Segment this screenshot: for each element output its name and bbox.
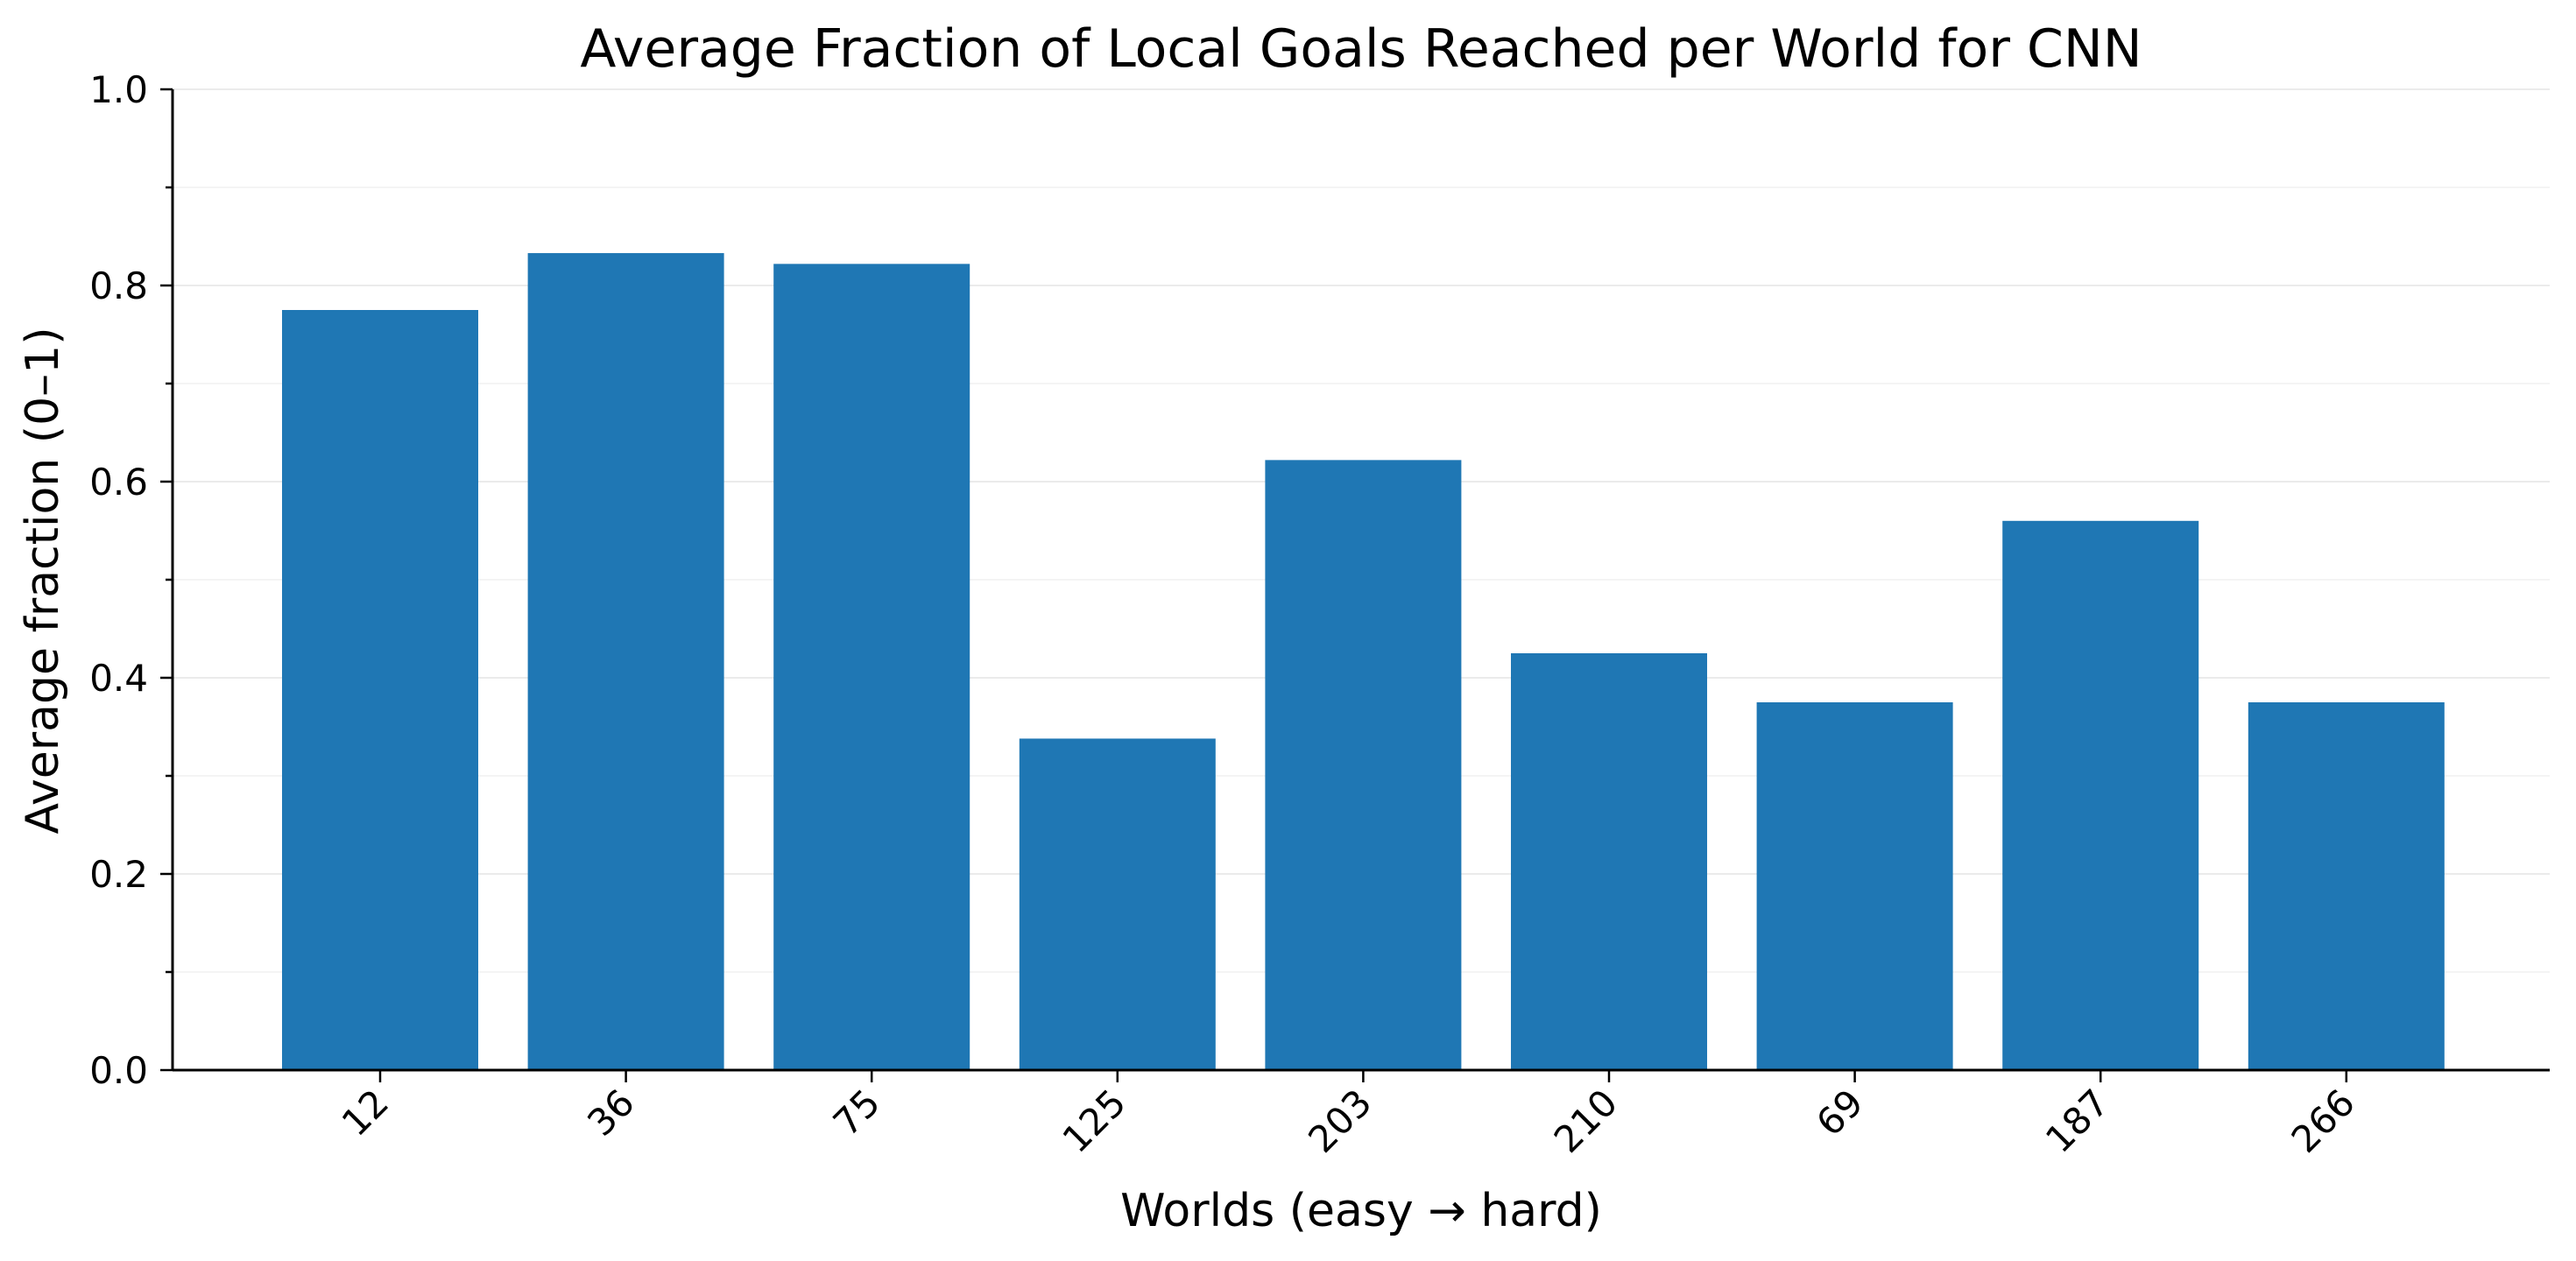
bar-75 <box>773 264 970 1070</box>
y-tick-label: 0.4 <box>89 657 148 700</box>
bar-12 <box>282 310 478 1070</box>
y-axis-ticks: 0.0 0.2 0.4 0.6 0.8 1.0 <box>89 68 173 1092</box>
bar-187 <box>2002 520 2199 1070</box>
x-tick-label: 187 <box>2037 1081 2117 1160</box>
y-tick-label: 0.6 <box>89 461 148 504</box>
bar-203 <box>1265 460 1462 1070</box>
x-tick-label: 69 <box>1808 1081 1871 1144</box>
bar-210 <box>1511 653 1707 1070</box>
x-tick-label: 210 <box>1546 1081 1626 1160</box>
y-tick-label: 0.8 <box>89 264 148 307</box>
y-tick-label: 0.0 <box>89 1049 148 1092</box>
x-tick-label: 36 <box>579 1081 642 1144</box>
x-tick-label: 75 <box>825 1081 888 1144</box>
y-tick-label: 0.2 <box>89 853 148 896</box>
bars <box>282 253 2445 1070</box>
y-axis-label: Average fraction (0–1) <box>17 327 69 834</box>
x-axis-ticks: 12 36 75 125 203 210 69 187 266 <box>334 1070 2363 1161</box>
x-tick-label: 12 <box>334 1081 397 1144</box>
bar-125 <box>1019 738 1216 1070</box>
bar-36 <box>527 253 724 1070</box>
x-tick-label: 266 <box>2283 1081 2363 1160</box>
x-axis-label: Worlds (easy → hard) <box>1120 1185 1602 1237</box>
x-tick-label: 203 <box>1300 1081 1380 1160</box>
chart-title: Average Fraction of Local Goals Reached … <box>580 18 2142 80</box>
y-tick-label: 1.0 <box>89 68 148 111</box>
x-tick-label: 125 <box>1055 1081 1134 1160</box>
bar-266 <box>2248 702 2445 1070</box>
bar-69 <box>1756 702 1953 1070</box>
